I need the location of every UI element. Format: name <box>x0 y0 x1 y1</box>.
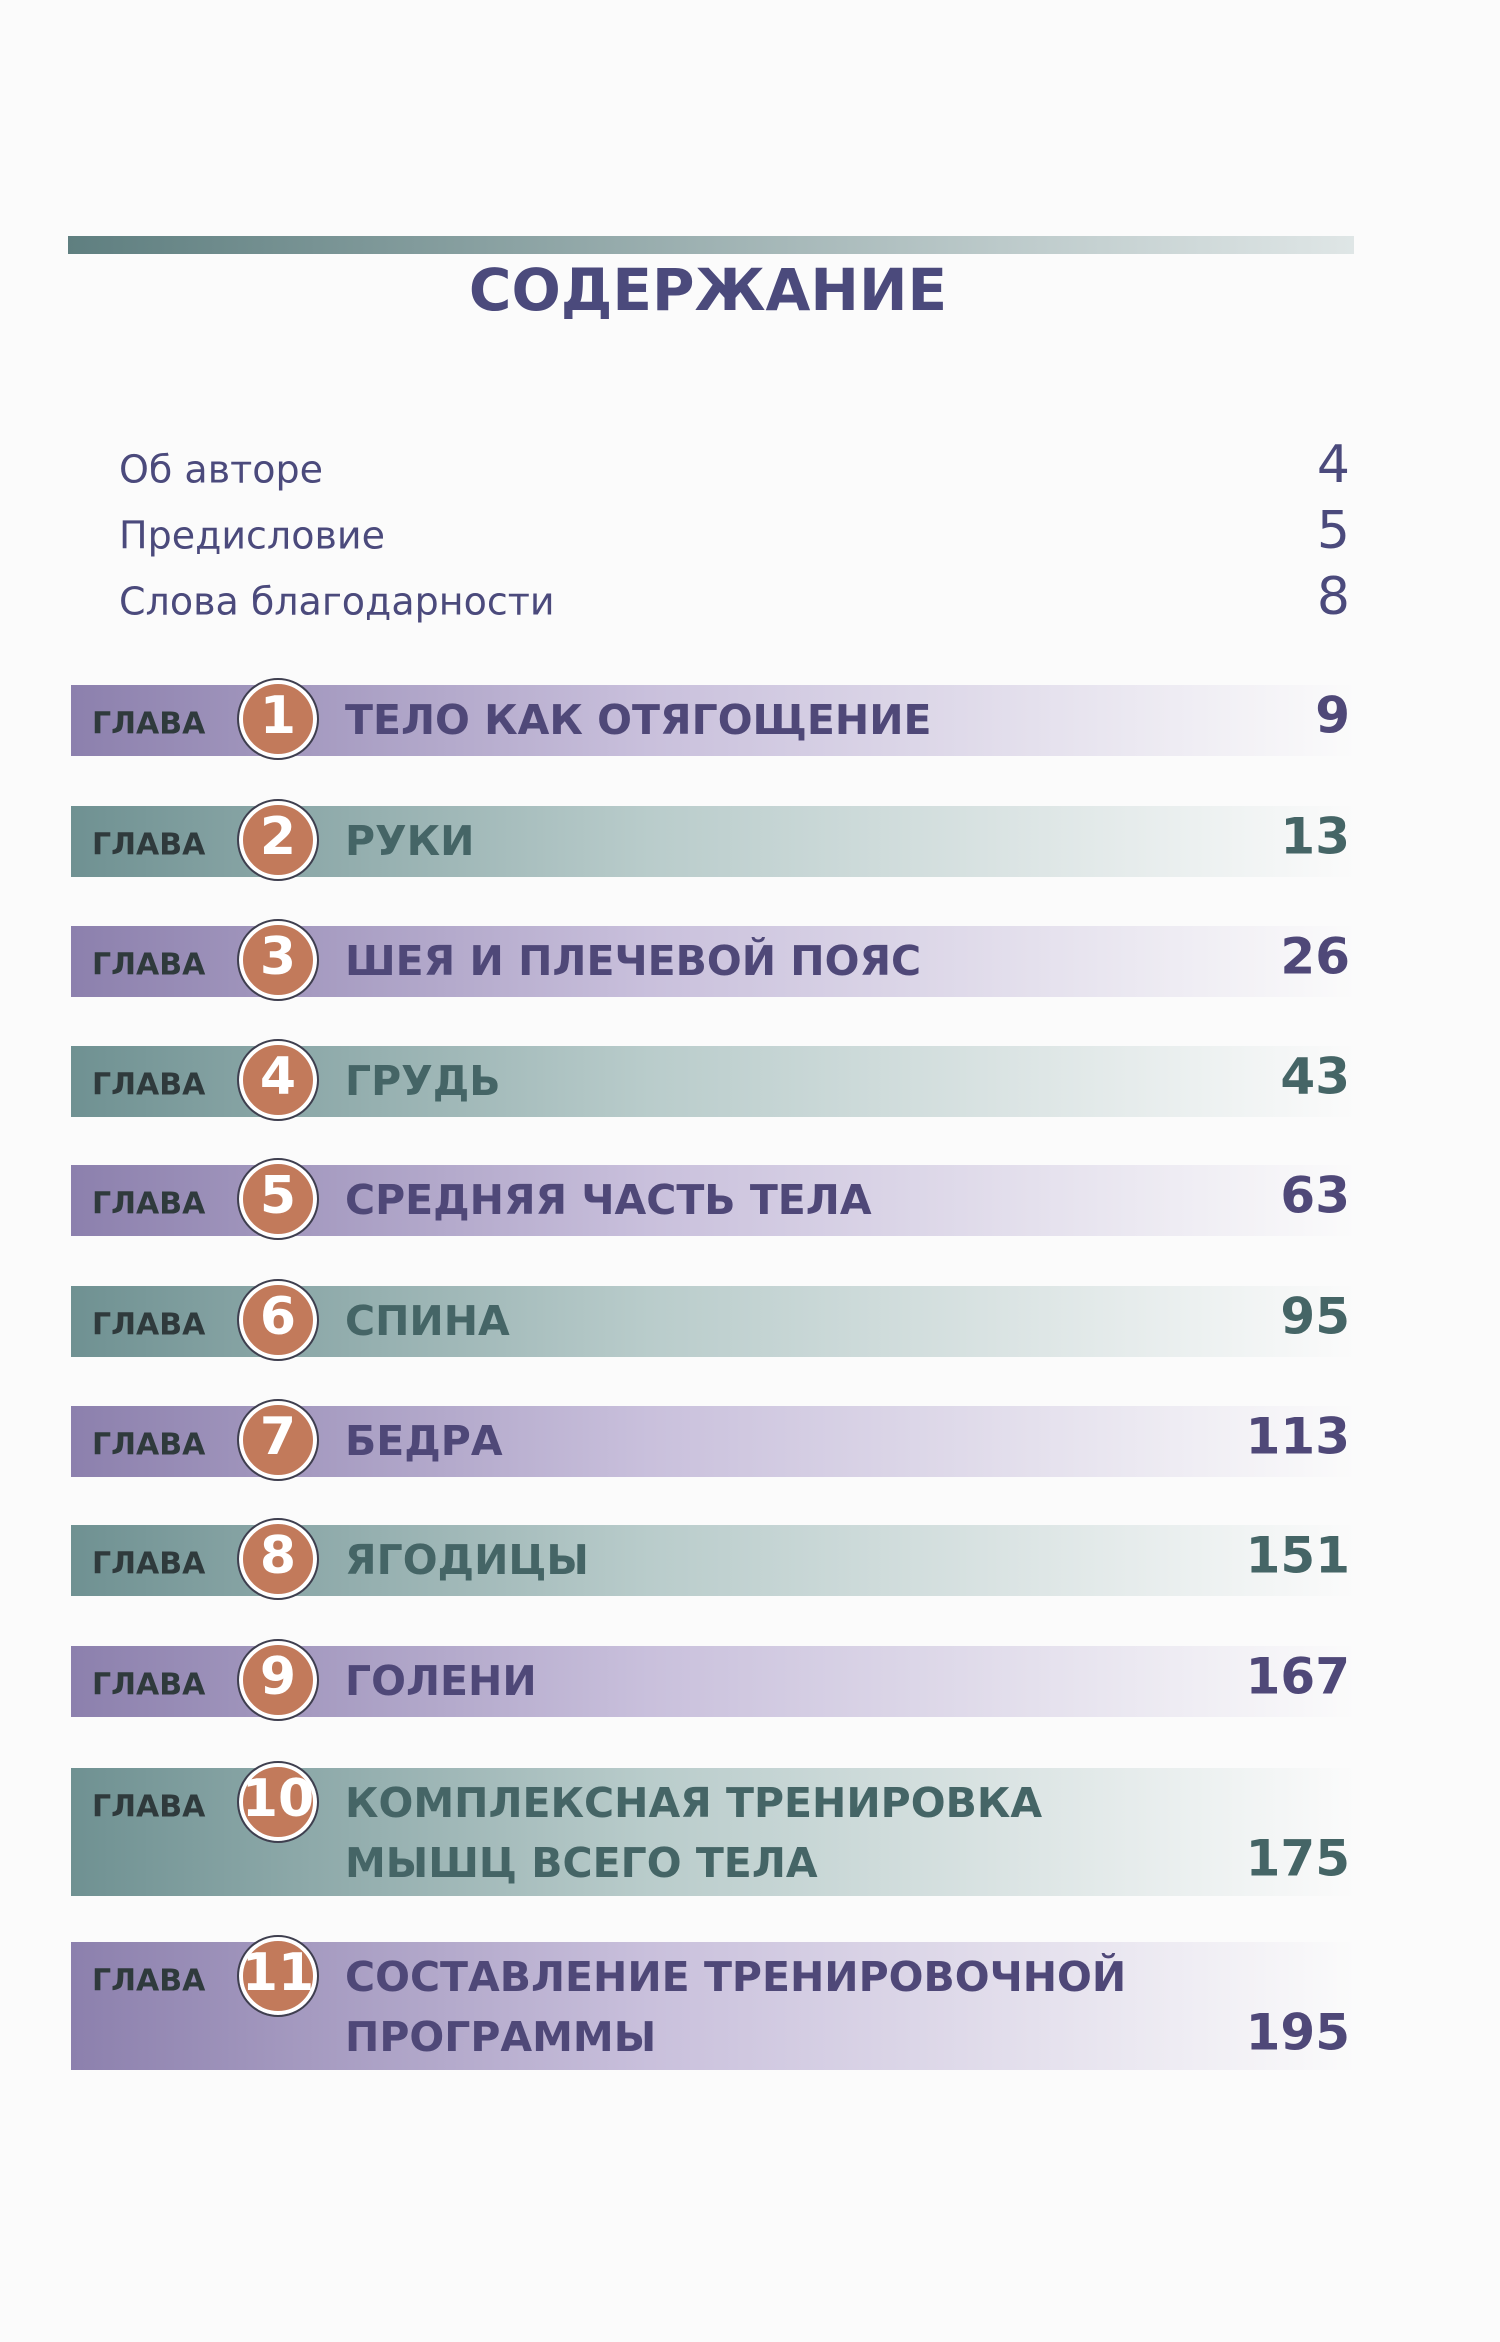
chapter-label: ГЛАВА <box>92 1187 206 1222</box>
chapter-title: ПРОГРАММЫ <box>345 2013 656 2061</box>
entry-title: Об авторе <box>119 448 323 492</box>
chapter-badge <box>239 1937 317 2015</box>
chapter-label: ГЛАВА <box>92 1964 206 1999</box>
chapter-page: 175 <box>1246 1830 1350 1888</box>
chapter-title: РУКИ <box>345 817 475 865</box>
chapter-badge <box>239 680 317 758</box>
chapter-badge-ring <box>237 1935 319 2017</box>
chapter-badge-ring <box>237 1761 319 1843</box>
chapter-number: 2 <box>260 807 296 867</box>
chapter-title: МЫШЦ ВСЕГО ТЕЛА <box>345 1839 818 1887</box>
chapter-label: ГЛАВА <box>92 948 206 983</box>
chapter-number: 6 <box>260 1287 296 1347</box>
chapter-title: СРЕДНЯЯ ЧАСТЬ ТЕЛА <box>345 1176 872 1224</box>
chapter-title: СПИНА <box>345 1297 510 1345</box>
chapter-badge <box>239 1160 317 1238</box>
chapter-page: 13 <box>1280 808 1350 866</box>
chapter-page: 95 <box>1280 1288 1350 1346</box>
chapter-number: 3 <box>260 927 296 987</box>
chapter-title: ГОЛЕНИ <box>345 1657 537 1705</box>
chapter-badge <box>239 1041 317 1119</box>
chapter-page: 43 <box>1280 1048 1350 1106</box>
chapter-number: 4 <box>260 1047 296 1107</box>
chapter-number: 10 <box>242 1769 314 1829</box>
chapter-badge <box>239 921 317 999</box>
chapter-badge-ring <box>237 678 319 760</box>
chapter-title: БЕДРА <box>345 1417 503 1465</box>
chapter-page: 151 <box>1246 1527 1350 1585</box>
chapter-badge <box>239 1281 317 1359</box>
entry-page: 8 <box>1317 567 1350 627</box>
chapter-badge-ring <box>237 1279 319 1361</box>
chapter-title: ТЕЛО КАК ОТЯГОЩЕНИЕ <box>345 696 932 744</box>
chapter-badge-ring <box>237 1399 319 1481</box>
chapter-label: ГЛАВА <box>92 1790 206 1825</box>
entry-page: 4 <box>1317 435 1350 495</box>
chapter-badge <box>239 1763 317 1841</box>
chapter-badge-ring <box>237 1518 319 1600</box>
chapter-page: 113 <box>1246 1408 1350 1466</box>
chapter-title: ЯГОДИЦЫ <box>345 1536 589 1584</box>
chapter-title: ШЕЯ И ПЛЕЧЕВОЙ ПОЯС <box>345 937 921 985</box>
chapter-page: 9 <box>1315 687 1350 745</box>
page-title: СОДЕРЖАНИЕ <box>469 256 947 324</box>
entry-page: 5 <box>1317 501 1350 561</box>
chapter-number: 9 <box>260 1647 296 1707</box>
chapter-page: 63 <box>1280 1167 1350 1225</box>
chapter-badge <box>239 1641 317 1719</box>
chapter-label: ГЛАВА <box>92 1428 206 1463</box>
entry-title: Предисловие <box>119 514 385 558</box>
chapter-badge-ring <box>237 919 319 1001</box>
chapter-title: КОМПЛЕКСНАЯ ТРЕНИРОВКА <box>345 1779 1042 1827</box>
chapter-badge-ring <box>237 1158 319 1240</box>
entry-title: Слова благодарности <box>119 580 555 624</box>
chapter-label: ГЛАВА <box>92 1668 206 1703</box>
chapter-badge-ring <box>237 1039 319 1121</box>
chapter-title: СОСТАВЛЕНИЕ ТРЕНИРОВОЧНОЙ <box>345 1953 1126 2001</box>
chapter-number: 5 <box>260 1166 296 1226</box>
chapter-badge-ring <box>237 799 319 881</box>
header-bar <box>68 236 1354 254</box>
chapter-label: ГЛАВА <box>92 707 206 742</box>
chapter-label: ГЛАВА <box>92 828 206 863</box>
chapter-badge <box>239 801 317 879</box>
chapter-page: 167 <box>1246 1648 1350 1706</box>
chapter-label: ГЛАВА <box>92 1068 206 1103</box>
chapter-title: ГРУДЬ <box>345 1057 501 1105</box>
chapter-page: 195 <box>1246 2004 1350 2062</box>
chapter-number: 1 <box>260 686 296 746</box>
chapter-label: ГЛАВА <box>92 1308 206 1343</box>
chapter-number: 7 <box>260 1407 296 1467</box>
chapter-number: 11 <box>242 1943 314 2003</box>
chapter-badge <box>239 1401 317 1479</box>
chapter-badge <box>239 1520 317 1598</box>
chapter-page: 26 <box>1280 928 1350 986</box>
chapter-label: ГЛАВА <box>92 1547 206 1582</box>
chapter-number: 8 <box>260 1526 296 1586</box>
chapter-badge-ring <box>237 1639 319 1721</box>
